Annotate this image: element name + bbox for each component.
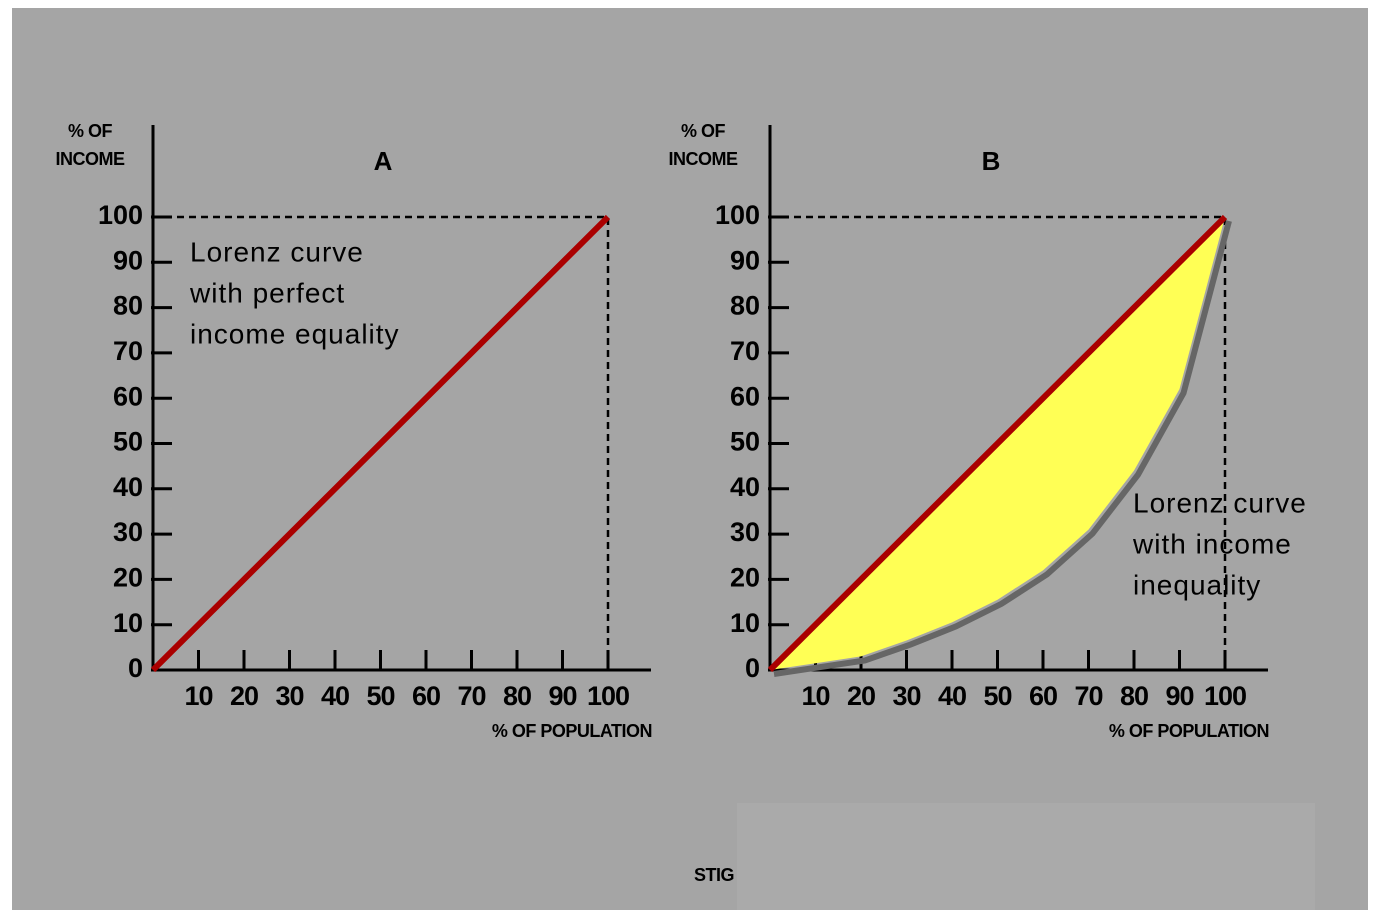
x-tick-label: 40 bbox=[321, 681, 349, 711]
x-tick-label: 40 bbox=[938, 681, 966, 711]
y-tick-label: 70 bbox=[113, 336, 143, 366]
y-tick-label: 90 bbox=[730, 245, 760, 275]
chart-title: B bbox=[982, 146, 1001, 176]
x-tick-label: 70 bbox=[1074, 681, 1102, 711]
y-tick-label: 40 bbox=[730, 472, 760, 502]
x-tick-label: 60 bbox=[1029, 681, 1057, 711]
annotation: with perfect bbox=[189, 277, 345, 308]
x-tick-label: 50 bbox=[366, 681, 394, 711]
y-axis-label: % OF bbox=[681, 121, 726, 141]
x-tick-label: 20 bbox=[230, 681, 258, 711]
y-axis-label: INCOME bbox=[669, 149, 738, 169]
y-axis-label: % OF bbox=[68, 121, 113, 141]
y-tick-label: 20 bbox=[113, 563, 143, 593]
x-tick-label: 100 bbox=[587, 681, 629, 711]
guide-line bbox=[770, 215, 1227, 670]
x-tick-label: 20 bbox=[847, 681, 875, 711]
y-tick-label: 80 bbox=[730, 291, 760, 321]
x-tick-label: 30 bbox=[275, 681, 303, 711]
lorenz-line bbox=[150, 214, 611, 673]
x-tick-label: 90 bbox=[548, 681, 576, 711]
x-tick-label: 100 bbox=[1204, 681, 1246, 711]
y-tick-label: 100 bbox=[715, 200, 760, 230]
curve-shadow bbox=[773, 220, 1232, 677]
x-tick-label: 10 bbox=[184, 681, 212, 711]
chart-title: A bbox=[374, 146, 393, 176]
y-tick-label: 40 bbox=[113, 472, 143, 502]
x-tick-label: 80 bbox=[1120, 681, 1148, 711]
annotation: income equality bbox=[190, 318, 400, 349]
lorenz-line bbox=[767, 214, 1228, 673]
y-tick-label: 60 bbox=[730, 381, 760, 411]
x-tick-label: 90 bbox=[1165, 681, 1193, 711]
annotation: with income bbox=[1132, 528, 1292, 559]
y-tick-label: 50 bbox=[730, 427, 760, 457]
guide-line bbox=[153, 215, 610, 670]
annotation: Lorenz curve bbox=[190, 236, 364, 267]
y-axis-label: INCOME bbox=[56, 149, 125, 169]
y-tick-label: 30 bbox=[113, 517, 143, 547]
annotation: inequality bbox=[1133, 569, 1261, 600]
x-tick-label: 70 bbox=[457, 681, 485, 711]
y-tick-label: 90 bbox=[113, 245, 143, 275]
x-axis-label: % OF POPULATION bbox=[1109, 721, 1269, 741]
y-tick-label: 60 bbox=[113, 381, 143, 411]
y-tick-label: 0 bbox=[745, 653, 760, 683]
y-tick-label: 80 bbox=[113, 291, 143, 321]
x-tick-label: 30 bbox=[892, 681, 920, 711]
x-tick-label: 50 bbox=[983, 681, 1011, 711]
caption: STIG bbox=[694, 865, 734, 885]
x-axis-label: % OF POPULATION bbox=[492, 721, 652, 741]
x-tick-label: 80 bbox=[503, 681, 531, 711]
y-tick-label: 0 bbox=[128, 653, 143, 683]
y-tick-label: 50 bbox=[113, 427, 143, 457]
x-tick-label: 10 bbox=[801, 681, 829, 711]
y-tick-label: 100 bbox=[98, 200, 143, 230]
background bbox=[12, 8, 1368, 910]
y-tick-label: 10 bbox=[730, 608, 760, 638]
y-tick-label: 30 bbox=[730, 517, 760, 547]
y-tick-label: 10 bbox=[113, 608, 143, 638]
x-tick-label: 60 bbox=[412, 681, 440, 711]
annotation: Lorenz curve bbox=[1133, 487, 1307, 518]
y-tick-label: 70 bbox=[730, 336, 760, 366]
overlay-box bbox=[737, 803, 1315, 910]
y-tick-label: 20 bbox=[730, 563, 760, 593]
